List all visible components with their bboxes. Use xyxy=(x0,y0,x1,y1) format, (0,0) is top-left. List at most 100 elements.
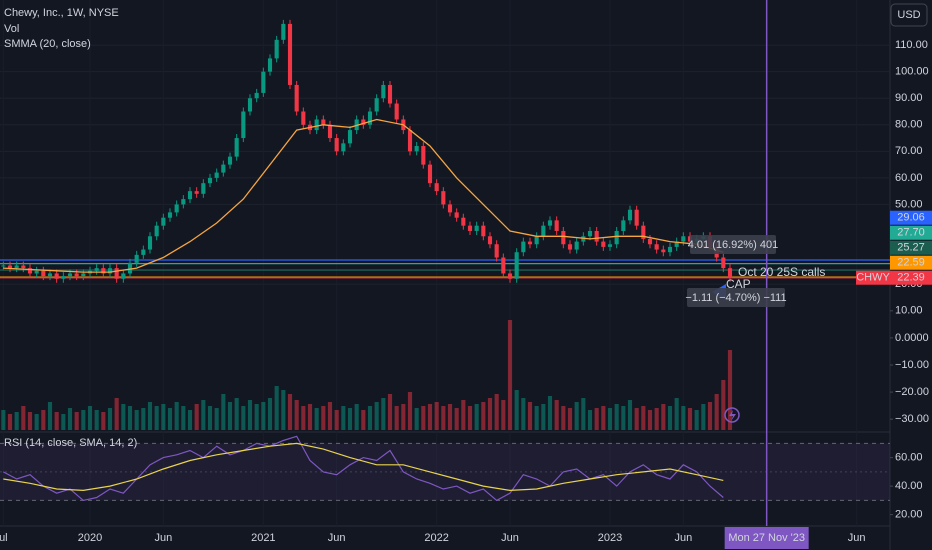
candle-body xyxy=(1,265,6,267)
volume-bar xyxy=(47,402,53,430)
candle-body xyxy=(247,98,253,112)
candle-body xyxy=(674,241,679,247)
volume-bar xyxy=(507,320,513,430)
volume-bar xyxy=(707,402,713,430)
y-tick-label: −10.00 xyxy=(895,359,929,371)
volume-bar xyxy=(647,410,653,430)
candle-body xyxy=(381,84,386,99)
volume-bar xyxy=(341,406,346,430)
symbol-label-bg xyxy=(856,270,890,285)
volume-bar xyxy=(201,400,206,430)
volume-bar xyxy=(381,398,386,430)
volume-bar xyxy=(694,410,699,430)
x-tick-label: 2020 xyxy=(78,532,102,544)
currency-button[interactable] xyxy=(890,3,928,27)
volume-bar xyxy=(161,404,166,430)
candle-body xyxy=(634,209,639,226)
volume-bar xyxy=(87,406,93,430)
candle-body xyxy=(627,209,633,221)
volume-bar xyxy=(21,406,26,430)
volume-bar xyxy=(1,410,6,430)
volume-bar xyxy=(627,400,633,430)
measure-box xyxy=(690,235,776,254)
lightning-icon[interactable] xyxy=(724,407,740,423)
candle-body xyxy=(421,146,426,165)
volume-bar xyxy=(274,386,279,430)
volume-bar xyxy=(7,414,13,430)
candle-body xyxy=(21,265,26,269)
candle-body xyxy=(94,268,99,271)
candle-body xyxy=(14,265,19,269)
volume-bar xyxy=(594,408,599,430)
volume-bar xyxy=(287,394,293,430)
volume-bar xyxy=(607,408,613,430)
volume-bar xyxy=(494,394,499,430)
candle-body xyxy=(287,23,293,85)
volume-bar xyxy=(501,400,506,430)
candle-body xyxy=(501,257,506,274)
volume-bar xyxy=(67,408,73,430)
price-label-bg xyxy=(890,255,932,270)
volume-bar xyxy=(407,392,413,430)
rsi-line xyxy=(3,435,724,502)
volume-bar xyxy=(367,406,373,430)
volume-bar xyxy=(561,406,566,430)
volume-bar xyxy=(554,400,559,430)
candle-body xyxy=(394,103,399,120)
cursor-label-bg xyxy=(724,527,809,549)
volume-bar xyxy=(541,404,546,430)
candle-body xyxy=(507,273,513,279)
volume-bar xyxy=(121,404,126,430)
x-tick-label: Jun xyxy=(674,532,692,544)
candle-body xyxy=(241,111,246,139)
candle-body xyxy=(581,236,586,242)
volume-bar xyxy=(141,408,146,430)
candle-body xyxy=(454,212,459,218)
volume-bar xyxy=(567,408,573,430)
volume-bar xyxy=(194,404,199,430)
candle-body xyxy=(74,273,79,277)
candle-body xyxy=(374,98,379,112)
candle-body xyxy=(194,191,199,194)
candle-body xyxy=(554,220,559,231)
price-label: 29.06 xyxy=(897,212,925,224)
volume-bar xyxy=(181,406,186,430)
candle-body xyxy=(41,270,46,277)
volume-bar xyxy=(167,408,173,430)
volume-bar xyxy=(474,404,479,430)
volume-bar xyxy=(534,406,539,430)
y-tick-label: 60.00 xyxy=(895,172,923,184)
volume-bar xyxy=(667,406,673,430)
candle-body xyxy=(214,172,219,178)
volume-bar xyxy=(601,406,606,430)
candle-body xyxy=(181,199,186,205)
candle-body xyxy=(254,92,259,99)
volume-bar xyxy=(521,398,526,430)
volume-bar xyxy=(414,408,419,430)
candle-body xyxy=(187,191,193,200)
volume-bar xyxy=(701,404,706,430)
candle-body xyxy=(654,244,659,250)
candle-body xyxy=(441,191,446,205)
candle-body xyxy=(661,249,666,253)
volume-bar xyxy=(61,414,66,430)
candle-body xyxy=(121,273,126,279)
y-tick-label: 10.00 xyxy=(895,305,923,317)
candle-body xyxy=(27,268,33,274)
candle-body xyxy=(334,138,339,152)
y-tick-label: −30.00 xyxy=(895,413,929,425)
measure-box xyxy=(687,288,785,307)
volume-bar xyxy=(41,410,46,430)
x-tick-label: 2022 xyxy=(424,532,448,544)
candle-body xyxy=(314,119,319,131)
candle-body xyxy=(7,265,13,269)
candle-body xyxy=(621,220,626,231)
volume-bar xyxy=(301,406,306,430)
volume-bar xyxy=(641,406,646,430)
candle-body xyxy=(201,183,206,194)
cursor-label: Mon 27 Nov '23 xyxy=(728,532,805,544)
volume-bar xyxy=(361,410,366,430)
candle-body xyxy=(681,236,686,242)
volume-bar xyxy=(387,394,393,430)
